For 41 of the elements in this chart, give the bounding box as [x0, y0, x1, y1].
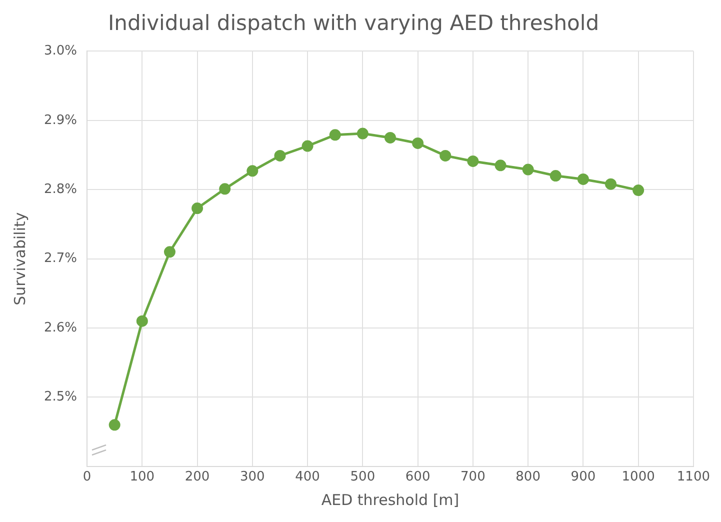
point [192, 202, 204, 214]
x-tick-label: 200 [184, 470, 210, 485]
point [632, 184, 644, 196]
y-tick-label: 2.9% [44, 112, 78, 128]
point [136, 315, 148, 327]
point [302, 140, 314, 152]
point [329, 129, 341, 141]
point [384, 132, 396, 144]
x-tick-label: 600 [405, 470, 430, 485]
y-tick-label: 3.0% [44, 44, 78, 59]
y-axis-title: Survivability [10, 212, 29, 306]
point [522, 164, 534, 176]
point [440, 150, 452, 162]
x-tick-label: 300 [240, 470, 265, 485]
x-tick-label: 400 [295, 470, 320, 485]
point [550, 170, 562, 182]
point [108, 419, 120, 431]
x-tick-label: 1100 [676, 470, 710, 485]
x-tick-label: 900 [570, 470, 596, 485]
point [164, 246, 176, 258]
point [605, 178, 617, 190]
point [356, 128, 368, 140]
x-axis-title: AED threshold [m] [321, 490, 460, 509]
point [274, 150, 286, 162]
point [412, 137, 424, 149]
y-tick-label: 2.5% [44, 390, 78, 405]
x-tick-label: 0 [82, 470, 92, 485]
point [494, 160, 506, 172]
x-tick-label: 700 [460, 470, 486, 485]
chart-title: Individual dispatch with varying AED threshold [108, 11, 600, 36]
y-tick-label: 2.8% [44, 182, 78, 197]
x-tick-label: 100 [130, 470, 155, 485]
x-tick-label: 800 [516, 470, 540, 485]
point [219, 183, 231, 195]
y-tick-label: 2.7% [44, 251, 78, 266]
y-tick-label: 2.6% [44, 320, 78, 336]
x-tick-label: 1000 [622, 470, 655, 485]
point [577, 173, 589, 185]
x-tick-label: 500 [350, 470, 376, 485]
point [467, 155, 479, 167]
point [246, 165, 258, 177]
